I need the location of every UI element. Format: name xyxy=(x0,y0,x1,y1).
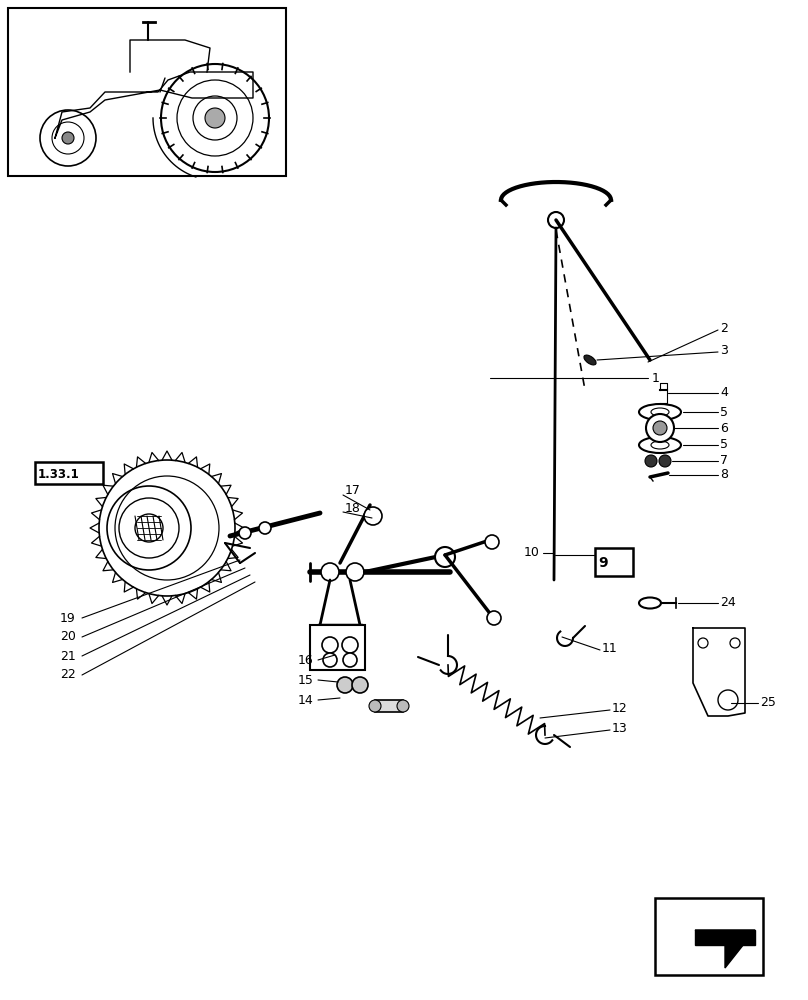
Text: 19: 19 xyxy=(60,611,76,624)
Ellipse shape xyxy=(584,355,596,365)
Circle shape xyxy=(435,547,455,567)
Text: 25: 25 xyxy=(760,696,776,710)
Polygon shape xyxy=(695,930,755,945)
Circle shape xyxy=(259,522,271,534)
Bar xyxy=(8,8,286,176)
Circle shape xyxy=(487,611,501,625)
Circle shape xyxy=(659,455,671,467)
Text: 5: 5 xyxy=(720,406,728,418)
Circle shape xyxy=(548,212,564,228)
Text: 7: 7 xyxy=(720,454,728,468)
Circle shape xyxy=(135,514,163,542)
Text: 3: 3 xyxy=(720,344,728,357)
Circle shape xyxy=(653,421,667,435)
Text: 20: 20 xyxy=(60,631,76,644)
Text: 1.33.1: 1.33.1 xyxy=(38,468,80,482)
Text: 24: 24 xyxy=(720,596,736,609)
Circle shape xyxy=(346,563,364,581)
Text: 15: 15 xyxy=(298,674,314,686)
Text: 14: 14 xyxy=(298,694,314,706)
Circle shape xyxy=(369,700,381,712)
Text: 8: 8 xyxy=(720,468,728,482)
Text: 18: 18 xyxy=(345,502,361,514)
Bar xyxy=(655,898,763,975)
Circle shape xyxy=(397,700,409,712)
Bar xyxy=(595,548,633,576)
Bar xyxy=(375,700,403,712)
Circle shape xyxy=(646,414,674,442)
Text: 16: 16 xyxy=(298,654,314,666)
Text: 6: 6 xyxy=(720,422,728,434)
Bar xyxy=(310,625,365,670)
Circle shape xyxy=(352,677,368,693)
Text: 2: 2 xyxy=(720,322,728,334)
Circle shape xyxy=(321,563,339,581)
Circle shape xyxy=(119,498,179,558)
Bar xyxy=(35,462,103,484)
Circle shape xyxy=(239,527,251,539)
Circle shape xyxy=(322,637,338,653)
Text: 4: 4 xyxy=(720,386,728,399)
Circle shape xyxy=(205,108,225,128)
Text: 10: 10 xyxy=(524,546,540,560)
Text: 21: 21 xyxy=(60,650,76,662)
Polygon shape xyxy=(695,930,720,950)
Circle shape xyxy=(337,677,353,693)
Circle shape xyxy=(343,653,357,667)
Text: 13: 13 xyxy=(612,722,628,734)
Circle shape xyxy=(485,535,499,549)
Text: 17: 17 xyxy=(345,484,361,496)
Text: 5: 5 xyxy=(720,438,728,452)
Polygon shape xyxy=(693,928,757,935)
Circle shape xyxy=(62,132,74,144)
Polygon shape xyxy=(695,930,755,968)
Circle shape xyxy=(342,637,358,653)
Circle shape xyxy=(645,455,657,467)
Polygon shape xyxy=(695,930,757,970)
Text: 11: 11 xyxy=(602,642,618,654)
Circle shape xyxy=(364,507,382,525)
Text: 12: 12 xyxy=(612,702,628,714)
Text: 1: 1 xyxy=(652,371,660,384)
Circle shape xyxy=(323,653,337,667)
Text: 22: 22 xyxy=(60,668,76,682)
Text: 9: 9 xyxy=(598,556,608,570)
